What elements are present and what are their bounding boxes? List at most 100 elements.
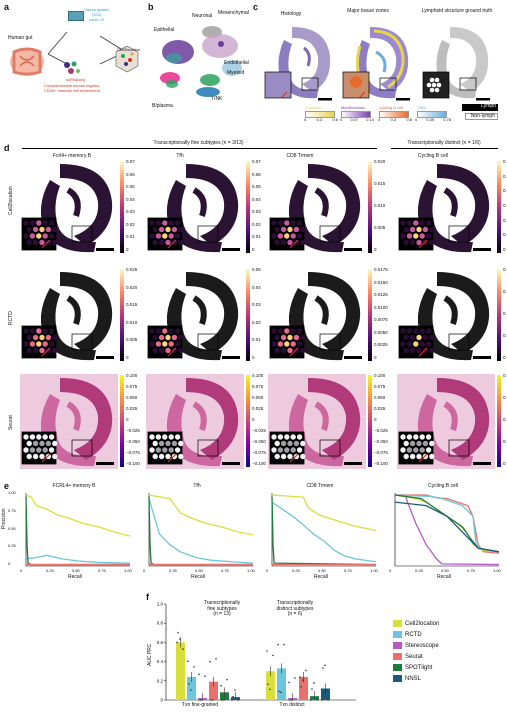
e-xtick-0-4: 1.00 <box>124 568 132 573</box>
d-colorbar-r2-c2 <box>368 375 372 467</box>
f-legend-label: RCTD <box>405 632 422 639</box>
d-colorbar-tick: 0.075 <box>252 384 264 389</box>
c-legend-ticks-myofibroblast: 0 0.07 0.14 <box>340 117 374 122</box>
f-bar-seurat-1 <box>299 676 308 700</box>
f-bar-nnsl-1 <box>321 688 330 700</box>
f-legend-item: RCTD <box>393 631 439 642</box>
d-map-r0-c0 <box>20 160 118 255</box>
e-xtick-3-1: 0.25 <box>415 568 423 573</box>
d-map-r0-c2 <box>268 160 366 255</box>
d-colorbar-tick: 0.20 <box>503 373 507 378</box>
d-colorbar-tick: 0.1 <box>503 333 507 338</box>
e-ytick-4: 0 <box>8 561 11 566</box>
f-legend-swatch <box>393 642 402 649</box>
d-map-r1-c0 <box>20 268 118 363</box>
d-colorbar-tick: 0 <box>374 417 377 422</box>
f-bar-seurat-0 <box>209 681 218 700</box>
e-curve-0-2 <box>25 496 130 566</box>
d-colorbar-tick: 0.05 <box>252 184 261 190</box>
d-col-title-fcrl4: Fcrl4+ memory B <box>52 153 92 159</box>
e-xtick-2-4: 1.00 <box>370 568 378 573</box>
d-colorbar-tick: −0.050 <box>126 439 140 444</box>
d-colorbar-tick: 0.025 <box>126 267 138 272</box>
d-colorbar-tick: −0.075 <box>252 450 266 455</box>
f-ytick: 0.2 <box>157 678 164 683</box>
e-plot-1 <box>148 493 254 567</box>
cell2location-cube-icon <box>115 45 139 73</box>
human-gut-label: Human gut <box>8 35 33 41</box>
d-colorbar-tick: 0.100 <box>126 373 138 378</box>
d-colorbar-tick: 0.0025 <box>374 342 388 348</box>
d-colorbar-ticks-r1-c1: 0.05 0.04 0.03 0.02 0.01 0 <box>252 267 276 360</box>
d-colorbar-ticks-r0-c3: 0.30 0.25 0.20 0.15 0.10 0.05 0 <box>503 159 507 252</box>
umap-label-myeloid: Myeloid <box>227 70 245 76</box>
d-colorbar-r1-c2 <box>368 269 372 361</box>
d-colorbar-tick: −0.100 <box>374 461 388 466</box>
d-colorbar-tick: 0.015 <box>374 181 386 186</box>
e-xtick-2-2: 0.50 <box>318 568 326 573</box>
d-colorbar-tick: 0.010 <box>126 319 138 325</box>
d-colorbar-tick: −0.025 <box>126 428 140 433</box>
f-group1-title: Transcriptionally fine subtypes (n = 13) <box>203 600 241 617</box>
d-colorbar-tick: 0.100 <box>374 373 386 378</box>
f-xcat-fine: Txn fine-grained <box>181 702 219 708</box>
d-colorbar-tick: 0.0150 <box>374 279 388 285</box>
f-legend-item: Cell2location <box>393 620 439 631</box>
c-legend-ticks-tnk: 0 0.39 0.78 <box>415 117 451 122</box>
e-xtick-2-0: 0 <box>266 568 269 573</box>
d-colorbar-tick: 0.06 <box>252 171 261 177</box>
e-xtick-2-3: 0.75 <box>344 568 352 573</box>
d-colorbar-tick: 0.100 <box>252 373 264 378</box>
cells-icon <box>64 61 80 74</box>
d-map-r2-c2 <box>268 374 366 469</box>
c-zones-image <box>340 22 416 104</box>
d-colorbar-tick: 0.06 <box>126 171 135 177</box>
e-curve-2-0 <box>271 494 377 532</box>
c-nonlymph-legend: Non-lymph <box>465 113 498 120</box>
e-xlabel-1: Recall <box>191 574 205 580</box>
d-colorbar-tick: 0.005 <box>374 225 386 230</box>
f-legend-swatch <box>393 631 402 638</box>
d-colorbar-tick: −0.050 <box>252 439 266 444</box>
e-curve-3-5 <box>394 501 500 553</box>
e-plot-2 <box>271 493 377 567</box>
d-colorbar-tick: 0.025 <box>126 406 138 411</box>
f-legend-swatch <box>393 675 402 682</box>
d-colorbar-tick: 0.02 <box>126 221 135 227</box>
panel-label-c: c <box>253 2 259 12</box>
e-curve-1-2 <box>148 496 253 566</box>
d-map-r1-c2 <box>268 268 366 363</box>
d-col-title-cycling-b: Cycling B cell <box>417 153 448 159</box>
d-colorbar-tick: 0.01 <box>126 234 135 240</box>
f-bar-rctd-0 <box>187 676 196 700</box>
d-colorbar-tick: 0.0125 <box>374 292 388 298</box>
c-legend-bar-epithelial <box>305 111 335 118</box>
d-colorbar-tick: 0 <box>126 417 129 422</box>
e-xtick-2-1: 0.25 <box>292 568 300 573</box>
f-bar-chart: 1.0 0.8 0.6 0.4 0.2 0 <box>157 602 356 703</box>
f-legend-swatch <box>393 664 402 671</box>
e-ytick-3: 0.25 <box>8 543 16 549</box>
gut-illustration <box>10 47 44 76</box>
f-legend-label: Stereoscope <box>405 643 439 650</box>
d-colorbar-tick: 0.03 <box>252 209 261 215</box>
e-curve-3-0 <box>395 494 500 566</box>
f-ytick: 0 <box>160 698 163 703</box>
e-title-3: Cycling B cell <box>427 483 458 489</box>
d-row-label-rctd: RCTD <box>8 311 14 325</box>
d-map-r2-c1 <box>146 374 244 469</box>
umap-label-neuronal: Neuronal <box>192 13 213 19</box>
d-colorbar-tick: 0.075 <box>126 384 138 389</box>
d-colorbar-tick: 0 <box>374 247 377 252</box>
d-colorbar-tick: 0.30 <box>503 159 507 164</box>
f-legend-label: Cell2location <box>405 621 440 628</box>
d-colorbar-tick: 0.04 <box>252 196 261 202</box>
d-colorbar-tick: 0.04 <box>252 284 261 290</box>
d-colorbar-ticks-r2-c3: 0.20 0.15 0.10 0.05 0 <box>503 373 507 466</box>
d-colorbar-tick: 0 <box>503 247 506 252</box>
umap-label-endothelial: Endothelial <box>224 60 249 66</box>
d-map-r1-c1 <box>146 268 244 363</box>
e-xtick-3-0: 0 <box>389 568 392 573</box>
d-colorbar-tick: 0 <box>503 355 506 360</box>
cell2location-cube-label: Cell2location <box>117 47 140 52</box>
